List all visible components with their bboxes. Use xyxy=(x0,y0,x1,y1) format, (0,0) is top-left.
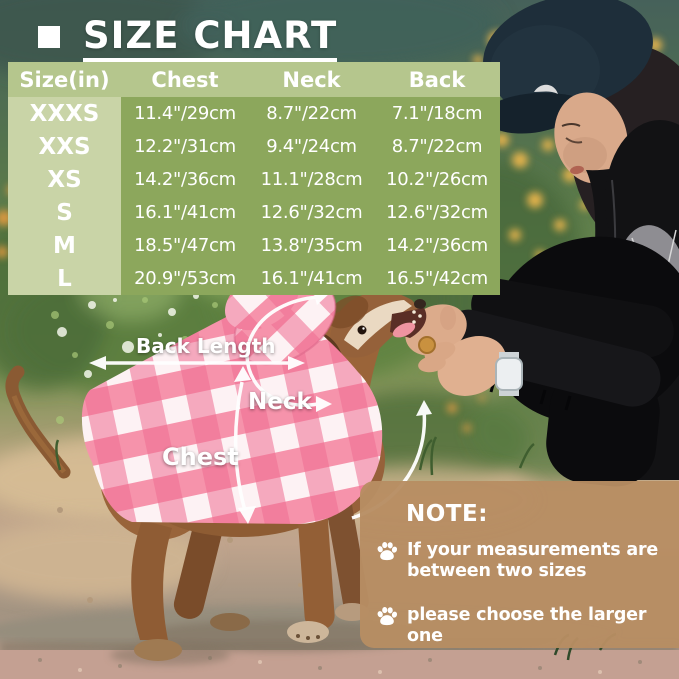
note-item: please choose the larger one xyxy=(376,605,673,646)
note-box: NOTE: If your measurements are between t… xyxy=(360,481,679,648)
size-label: S xyxy=(56,199,73,226)
table-header-background xyxy=(8,62,500,97)
table-cell: 11.1"/28cm xyxy=(260,169,363,190)
table-cell: 12.2"/31cm xyxy=(134,136,236,157)
page-title: SIZE CHART xyxy=(83,17,338,63)
woman-forearm xyxy=(440,309,661,407)
back-length-arrow xyxy=(89,356,305,370)
woman-illustration xyxy=(399,0,679,487)
note-heading: NOTE: xyxy=(406,501,488,527)
table-size-column-background xyxy=(8,97,121,295)
table-cell: 7.1"/18cm xyxy=(391,103,483,124)
table-cell: 18.5"/47cm xyxy=(134,235,236,256)
table-cell: 14.2"/36cm xyxy=(134,169,236,190)
size-label: XS xyxy=(47,166,82,193)
table-cell: 16.5"/42cm xyxy=(386,268,488,289)
column-header-back: Back xyxy=(408,67,466,92)
table-cell: 12.6"/32cm xyxy=(386,202,488,223)
paw-icon xyxy=(377,607,398,626)
table-body-background xyxy=(121,97,500,295)
dog-nose xyxy=(414,299,426,309)
woman-hand-2 xyxy=(437,336,507,396)
size-label: XXS xyxy=(38,133,91,160)
woman-upper-arm xyxy=(471,278,674,358)
title-square-icon xyxy=(38,26,60,48)
chest-label: Chest xyxy=(162,443,239,471)
dog-hind-paw xyxy=(134,639,182,661)
size-label: XXXS xyxy=(29,100,100,127)
wrist-watch xyxy=(495,357,523,391)
size-chart-table: Size(in) Chest Neck Back XXXS 11.4"/29cm… xyxy=(8,62,500,295)
table-cell: 10.2"/26cm xyxy=(386,169,488,190)
table-cell: 14.2"/36cm xyxy=(386,235,488,256)
dog-tongue xyxy=(392,322,416,338)
dog-hind-leg xyxy=(131,520,172,640)
cap-logo xyxy=(534,84,558,94)
size-label: M xyxy=(53,232,76,259)
dog-eye xyxy=(357,325,367,335)
table-cell: 8.7"/22cm xyxy=(266,103,357,124)
table-cell: 13.8"/35cm xyxy=(260,235,363,256)
column-header-neck: Neck xyxy=(282,67,341,92)
table-cell: 12.6"/32cm xyxy=(260,202,363,223)
dog-vest xyxy=(81,302,383,524)
note-item: If your measurements are between two siz… xyxy=(376,540,673,581)
table-cell: 16.1"/41cm xyxy=(134,202,236,223)
column-header-size: Size(in) xyxy=(19,67,110,92)
dog-blaze xyxy=(344,300,412,350)
page-title-row: SIZE CHART xyxy=(38,17,338,63)
table-cell: 8.7"/22cm xyxy=(391,136,483,157)
paw-icon xyxy=(377,542,398,561)
note-item-text: If your measurements are between two siz… xyxy=(407,540,659,581)
column-header-chest: Chest xyxy=(151,67,219,92)
back-length-label: Back Length xyxy=(136,334,276,358)
neck-label: Neck xyxy=(248,389,312,415)
dog-shadow xyxy=(140,620,420,652)
size-label: L xyxy=(57,265,72,292)
table-cell: 11.4"/29cm xyxy=(134,103,236,124)
table-cell: 16.1"/41cm xyxy=(260,268,363,289)
note-item-text: please choose the larger one xyxy=(407,605,647,646)
dog-treat xyxy=(418,336,436,354)
table-cell: 9.4"/24cm xyxy=(266,136,357,157)
table-cell: 20.9"/53cm xyxy=(134,268,236,289)
